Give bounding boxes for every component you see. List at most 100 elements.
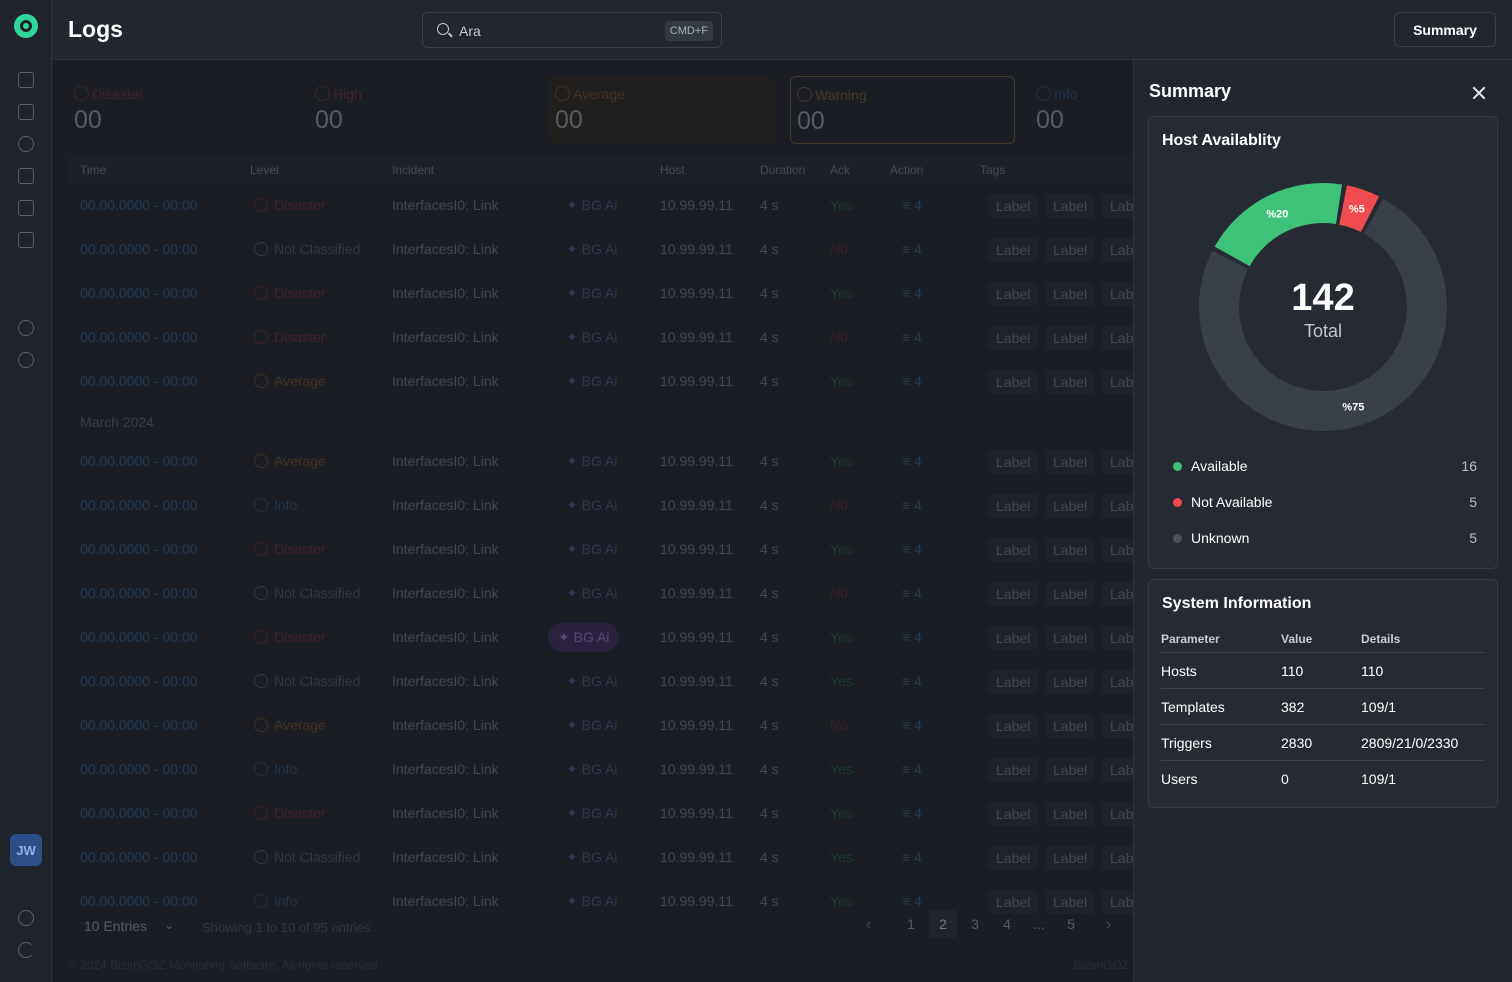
action-button[interactable]: ≡ 4 xyxy=(902,717,922,733)
tag-label[interactable]: Label xyxy=(1045,626,1096,650)
table-row[interactable]: 00.00.0000 - 00:00 Average InterfacesI0: L… xyxy=(68,440,1133,484)
page-button[interactable]: 4 xyxy=(1003,916,1011,932)
tag-label[interactable]: Lab xyxy=(1102,626,1133,650)
tag-label[interactable]: Label xyxy=(1045,282,1096,306)
severity-card-average[interactable]: Average 00 xyxy=(549,76,774,144)
next-page-icon[interactable]: › xyxy=(1106,916,1112,933)
tag-label[interactable]: Label xyxy=(988,890,1039,914)
tag-label[interactable]: Label xyxy=(988,714,1039,738)
page-button[interactable]: 5 xyxy=(1067,916,1075,932)
action-button[interactable]: ≡ 4 xyxy=(902,373,922,389)
action-button[interactable]: ≡ 4 xyxy=(902,761,922,777)
table-row[interactable]: 00.00.0000 - 00:00 Not Classified Interfac… xyxy=(68,228,1133,272)
tag-label[interactable]: Label xyxy=(1045,714,1096,738)
tag-label[interactable]: Label xyxy=(1045,370,1096,394)
tag-label[interactable]: Lab xyxy=(1102,370,1133,394)
table-row[interactable]: 00.00.0000 - 00:00 Info InterfacesI0: Link… xyxy=(68,880,1133,924)
tag-label[interactable]: Label xyxy=(1045,194,1096,218)
action-button[interactable]: ≡ 4 xyxy=(902,541,922,557)
ai-button[interactable]: ✦ BG Ai xyxy=(566,761,617,778)
dashboard-icon[interactable] xyxy=(18,72,34,88)
action-button[interactable]: ≡ 4 xyxy=(902,241,922,257)
tag-label[interactable]: Label xyxy=(1045,494,1096,518)
tag-label[interactable]: Label xyxy=(988,194,1039,218)
tag-label[interactable]: Label xyxy=(988,238,1039,262)
tag-label[interactable]: Lab xyxy=(1102,714,1133,738)
page-button[interactable]: 1 xyxy=(907,916,915,932)
page-button[interactable]: ... xyxy=(1033,916,1045,932)
table-row[interactable]: 00.00.0000 - 00:00 Info InterfacesI0: Link… xyxy=(68,748,1133,792)
tag-label[interactable]: Lab xyxy=(1102,670,1133,694)
ai-button[interactable]: ✦ BG Ai xyxy=(566,453,617,470)
donut-slice-available[interactable] xyxy=(1214,183,1343,267)
tag-label[interactable]: Lab xyxy=(1102,538,1133,562)
action-button[interactable]: ≡ 4 xyxy=(902,849,922,865)
ai-button[interactable]: ✦ BG Ai xyxy=(566,285,617,302)
action-button[interactable]: ≡ 4 xyxy=(902,329,922,345)
ai-button[interactable]: ✦ BG Ai xyxy=(566,717,617,734)
tag-label[interactable]: Label xyxy=(988,370,1039,394)
widgets-icon[interactable] xyxy=(18,232,34,248)
tag-label[interactable]: Label xyxy=(988,538,1039,562)
table-row[interactable]: 00.00.0000 - 00:00 Disaster InterfacesI0: … xyxy=(68,184,1133,228)
hexagon-icon[interactable] xyxy=(18,136,34,152)
tag-label[interactable]: Label xyxy=(1045,582,1096,606)
tag-label[interactable]: Label xyxy=(988,626,1039,650)
tag-label[interactable]: Label xyxy=(1045,802,1096,826)
table-row[interactable]: 00.00.0000 - 00:00 Disaster InterfacesI0: … xyxy=(68,316,1133,360)
severity-card-high[interactable]: High 00 xyxy=(309,76,534,144)
table-row[interactable]: 00.00.0000 - 00:00 Info InterfacesI0: Link… xyxy=(68,484,1133,528)
tag-label[interactable]: Label xyxy=(1045,890,1096,914)
action-button[interactable]: ≡ 4 xyxy=(902,497,922,513)
tag-label[interactable]: Label xyxy=(1045,758,1096,782)
tag-label[interactable]: Label xyxy=(1045,238,1096,262)
tag-label[interactable]: Label xyxy=(988,846,1039,870)
search-box[interactable]: CMD+F xyxy=(422,12,722,48)
tag-label[interactable]: Label xyxy=(1045,846,1096,870)
table-row[interactable]: 00.00.0000 - 00:00 Not Classified Interfac… xyxy=(68,836,1133,880)
tag-label[interactable]: Lab xyxy=(1102,890,1133,914)
tag-label[interactable]: Label xyxy=(988,670,1039,694)
chevron-down-icon[interactable]: ⌄ xyxy=(164,918,175,932)
moon-icon[interactable] xyxy=(18,942,34,958)
ai-button[interactable]: ✦ BG Ai xyxy=(566,373,617,390)
tag-label[interactable]: Lab xyxy=(1102,494,1133,518)
monitoring-icon[interactable] xyxy=(18,104,34,120)
table-row[interactable]: 00.00.0000 - 00:00 Disaster InterfacesI0: … xyxy=(68,792,1133,836)
page-button[interactable]: 2 xyxy=(929,910,957,938)
ai-button[interactable]: ✦ BG Ai xyxy=(566,241,617,258)
tag-label[interactable]: Lab xyxy=(1102,450,1133,474)
table-row[interactable]: 00.00.0000 - 00:00 Disaster InterfacesI0: … xyxy=(68,272,1133,316)
donut-slice-not-available[interactable] xyxy=(1339,185,1380,233)
tag-label[interactable]: Lab xyxy=(1102,194,1133,218)
cube-icon[interactable] xyxy=(18,200,34,216)
table-row[interactable]: 00.00.0000 - 00:00 Disaster InterfacesI0: … xyxy=(68,528,1133,572)
tag-label[interactable]: Label xyxy=(1045,538,1096,562)
page-button[interactable]: 3 xyxy=(971,916,979,932)
ai-button[interactable]: ✦ BG Ai xyxy=(566,541,617,558)
tag-label[interactable]: Lab xyxy=(1102,802,1133,826)
table-row[interactable]: 00.00.0000 - 00:00 Disaster InterfacesI0: … xyxy=(68,616,1133,660)
ai-button[interactable]: ✦ BG Ai xyxy=(548,623,620,652)
ai-button[interactable]: ✦ BG Ai xyxy=(566,329,617,346)
table-row[interactable]: 00.00.0000 - 00:00 Average InterfacesI0: L… xyxy=(68,360,1133,404)
donut-slice-unknown[interactable] xyxy=(1199,198,1447,431)
ai-button[interactable]: ✦ BG Ai xyxy=(566,849,617,866)
table-row[interactable]: 00.00.0000 - 00:00 Not Classified Interfac… xyxy=(68,660,1133,704)
table-row[interactable]: 00.00.0000 - 00:00 Not Classified Interfac… xyxy=(68,572,1133,616)
ai-button[interactable]: ✦ BG Ai xyxy=(566,197,617,214)
entries-select[interactable]: 10 Entries xyxy=(84,918,148,934)
tag-label[interactable]: Label xyxy=(1045,326,1096,350)
tag-label[interactable]: Lab xyxy=(1102,238,1133,262)
action-button[interactable]: ≡ 4 xyxy=(902,629,922,645)
tag-label[interactable]: Label xyxy=(988,494,1039,518)
tag-label[interactable]: Label xyxy=(988,802,1039,826)
action-button[interactable]: ≡ 4 xyxy=(902,673,922,689)
action-button[interactable]: ≡ 4 xyxy=(902,197,922,213)
help-icon[interactable] xyxy=(18,910,34,926)
action-button[interactable]: ≡ 4 xyxy=(902,585,922,601)
table-row[interactable]: 00.00.0000 - 00:00 Average InterfacesI0: L… xyxy=(68,704,1133,748)
close-icon[interactable] xyxy=(1472,86,1486,100)
severity-card-warning[interactable]: Warning 00 xyxy=(790,76,1015,144)
action-button[interactable]: ≡ 4 xyxy=(902,805,922,821)
